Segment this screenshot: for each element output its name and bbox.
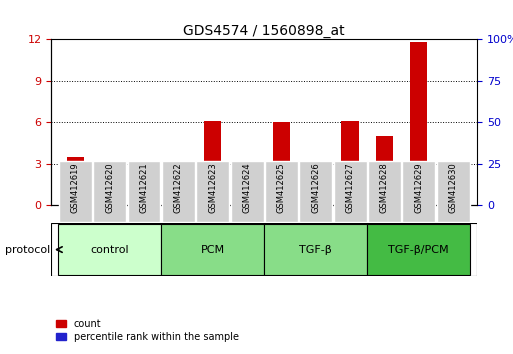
Text: GSM412630: GSM412630 (448, 162, 458, 213)
Legend: count, percentile rank within the sample: count, percentile rank within the sample (56, 319, 239, 342)
FancyBboxPatch shape (264, 224, 367, 275)
Bar (204, 181, 221, 205)
FancyBboxPatch shape (265, 161, 298, 222)
Text: TGF-β: TGF-β (299, 245, 332, 255)
Text: GSM412629: GSM412629 (414, 162, 423, 213)
FancyBboxPatch shape (162, 161, 195, 222)
FancyBboxPatch shape (128, 161, 161, 222)
FancyBboxPatch shape (161, 224, 264, 275)
FancyBboxPatch shape (299, 161, 332, 222)
Text: PCM: PCM (201, 245, 225, 255)
FancyBboxPatch shape (93, 161, 126, 222)
Text: GSM412626: GSM412626 (311, 162, 320, 213)
FancyBboxPatch shape (368, 161, 401, 222)
FancyBboxPatch shape (402, 161, 435, 222)
Bar (67, 197, 84, 205)
Bar (101, 178, 119, 205)
FancyBboxPatch shape (367, 224, 470, 275)
Bar (204, 121, 221, 205)
Text: GSM412622: GSM412622 (174, 162, 183, 213)
Title: GDS4574 / 1560898_at: GDS4574 / 1560898_at (183, 24, 345, 38)
FancyBboxPatch shape (59, 161, 92, 222)
Bar (410, 169, 427, 205)
Text: protocol: protocol (5, 245, 50, 255)
FancyBboxPatch shape (437, 161, 469, 222)
Bar (307, 199, 324, 205)
Bar (273, 181, 290, 205)
Bar (376, 136, 393, 205)
Text: GSM412623: GSM412623 (208, 162, 217, 213)
Text: GSM412627: GSM412627 (346, 162, 354, 213)
FancyBboxPatch shape (333, 161, 366, 222)
Bar (101, 201, 119, 205)
Bar (273, 122, 290, 205)
Bar (410, 42, 427, 205)
Text: GSM412628: GSM412628 (380, 162, 389, 213)
Bar (307, 197, 324, 205)
Text: GSM412620: GSM412620 (105, 162, 114, 213)
FancyBboxPatch shape (196, 161, 229, 222)
Bar (67, 157, 84, 205)
Text: GSM412619: GSM412619 (71, 162, 80, 213)
Text: GSM412625: GSM412625 (277, 162, 286, 213)
Bar (342, 121, 359, 205)
Text: GSM412621: GSM412621 (140, 162, 148, 213)
FancyBboxPatch shape (58, 224, 161, 275)
Bar (376, 185, 393, 205)
Text: TGF-β/PCM: TGF-β/PCM (388, 245, 449, 255)
Text: control: control (90, 245, 129, 255)
Text: GSM412624: GSM412624 (243, 162, 251, 213)
Bar (342, 189, 359, 205)
FancyBboxPatch shape (230, 161, 264, 222)
